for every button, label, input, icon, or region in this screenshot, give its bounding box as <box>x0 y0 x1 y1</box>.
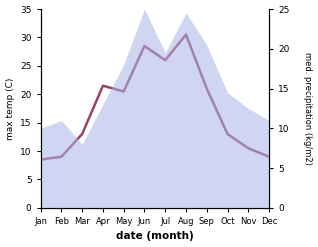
X-axis label: date (month): date (month) <box>116 231 194 242</box>
Y-axis label: med. precipitation (kg/m2): med. precipitation (kg/m2) <box>303 52 313 165</box>
Y-axis label: max temp (C): max temp (C) <box>5 77 15 140</box>
